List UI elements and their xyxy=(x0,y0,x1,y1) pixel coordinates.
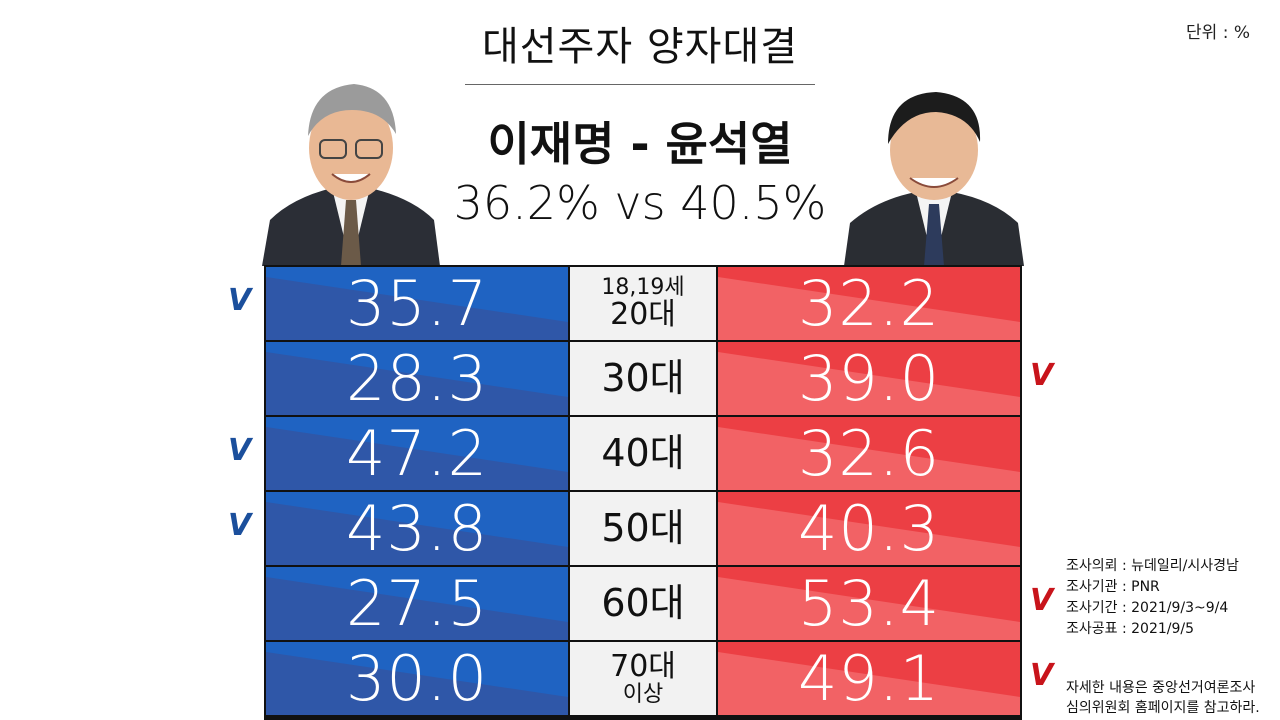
table-row: 30.0 70대 이상 49.1 xyxy=(266,642,1020,715)
age-group-label: 20대 xyxy=(610,297,676,333)
age-group-label: 40대 xyxy=(601,430,685,475)
left-win-check-icon: V xyxy=(228,283,252,318)
left-win-check-icon: V xyxy=(228,508,252,543)
survey-source-info: 조사의뢰 : 뉴데일리/시사경남 조사기관 : PNR 조사기간 : 2021/… xyxy=(1066,556,1276,640)
title-divider xyxy=(465,84,815,85)
age-group-cell: 40대 xyxy=(568,417,718,490)
age-group-cell: 50대 xyxy=(568,492,718,565)
right-value: 32.6 xyxy=(797,417,941,490)
person-portrait-icon xyxy=(844,88,1024,266)
table-row: 47.2 40대 32.6 xyxy=(266,417,1020,490)
age-group-label: 70대 xyxy=(610,649,676,685)
reference-note: 자세한 내용은 중앙선거여론조사 심의위원회 홈페이지를 참고하라. xyxy=(1066,678,1276,718)
right-candidate-cell: 39.0 xyxy=(718,342,1020,415)
table-row: 43.8 50대 40.3 xyxy=(266,492,1020,565)
note-line: 자세한 내용은 중앙선거여론조사 xyxy=(1066,680,1256,696)
right-candidate-cell: 49.1 xyxy=(718,642,1020,715)
age-group-label: 18,19세 xyxy=(601,275,685,301)
right-candidate-cell: 53.4 xyxy=(718,567,1020,640)
left-value: 35.7 xyxy=(345,267,489,340)
totals-label: 36.2% vs 40.5% xyxy=(453,176,827,230)
age-group-cell: 70대 이상 xyxy=(568,642,718,715)
right-win-check-icon: V xyxy=(1030,583,1054,618)
right-value: 40.3 xyxy=(797,492,941,565)
left-value: 47.2 xyxy=(345,417,489,490)
right-candidate-cell: 40.3 xyxy=(718,492,1020,565)
right-win-check-icon: V xyxy=(1030,658,1054,693)
right-value: 32.2 xyxy=(797,267,941,340)
age-group-cell: 30대 xyxy=(568,342,718,415)
left-candidate-cell: 43.8 xyxy=(266,492,568,565)
right-value: 49.1 xyxy=(797,642,941,715)
left-value: 27.5 xyxy=(345,567,489,640)
table-row: 35.7 18,19세 20대 32.2 xyxy=(266,267,1020,340)
left-value: 30.0 xyxy=(345,642,489,715)
person-portrait-icon xyxy=(262,70,440,266)
left-candidate-cell: 35.7 xyxy=(266,267,568,340)
left-candidate-cell: 30.0 xyxy=(266,642,568,715)
note-line: 심의위원회 홈페이지를 참고하라. xyxy=(1066,700,1260,716)
source-requester: 조사의뢰 : 뉴데일리/시사경남 xyxy=(1066,558,1239,574)
source-period: 조사기간 : 2021/9/3~9/4 xyxy=(1066,600,1229,616)
source-agency: 조사기관 : PNR xyxy=(1066,579,1160,595)
age-group-label: 50대 xyxy=(601,505,685,550)
age-group-label: 60대 xyxy=(601,580,685,625)
right-candidate-cell: 32.6 xyxy=(718,417,1020,490)
left-candidate-cell: 28.3 xyxy=(266,342,568,415)
left-candidate-cell: 27.5 xyxy=(266,567,568,640)
age-group-cell: 18,19세 20대 xyxy=(568,267,718,340)
age-group-cell: 60대 xyxy=(568,567,718,640)
matchup-title: 이재명 - 윤석열 xyxy=(487,117,793,171)
right-win-check-icon: V xyxy=(1030,358,1054,393)
right-candidate-cell: 32.2 xyxy=(718,267,1020,340)
left-win-check-icon: V xyxy=(228,433,252,468)
unit-label: 단위 : % xyxy=(1186,23,1250,43)
results-table: 35.7 18,19세 20대 32.2 28.3 30대 39.0 47.2 40대 32.6 4… xyxy=(264,265,1022,720)
right-value: 39.0 xyxy=(797,342,941,415)
chart-title: 대선주자 양자대결 xyxy=(481,24,799,70)
right-value: 53.4 xyxy=(797,567,941,640)
left-value: 43.8 xyxy=(345,492,489,565)
source-release: 조사공표 : 2021/9/5 xyxy=(1066,621,1195,637)
table-row: 27.5 60대 53.4 xyxy=(266,567,1020,640)
age-group-label: 30대 xyxy=(601,355,685,400)
left-value: 28.3 xyxy=(345,342,489,415)
left-candidate-cell: 47.2 xyxy=(266,417,568,490)
age-group-label: 이상 xyxy=(622,681,664,707)
table-row: 28.3 30대 39.0 xyxy=(266,342,1020,415)
